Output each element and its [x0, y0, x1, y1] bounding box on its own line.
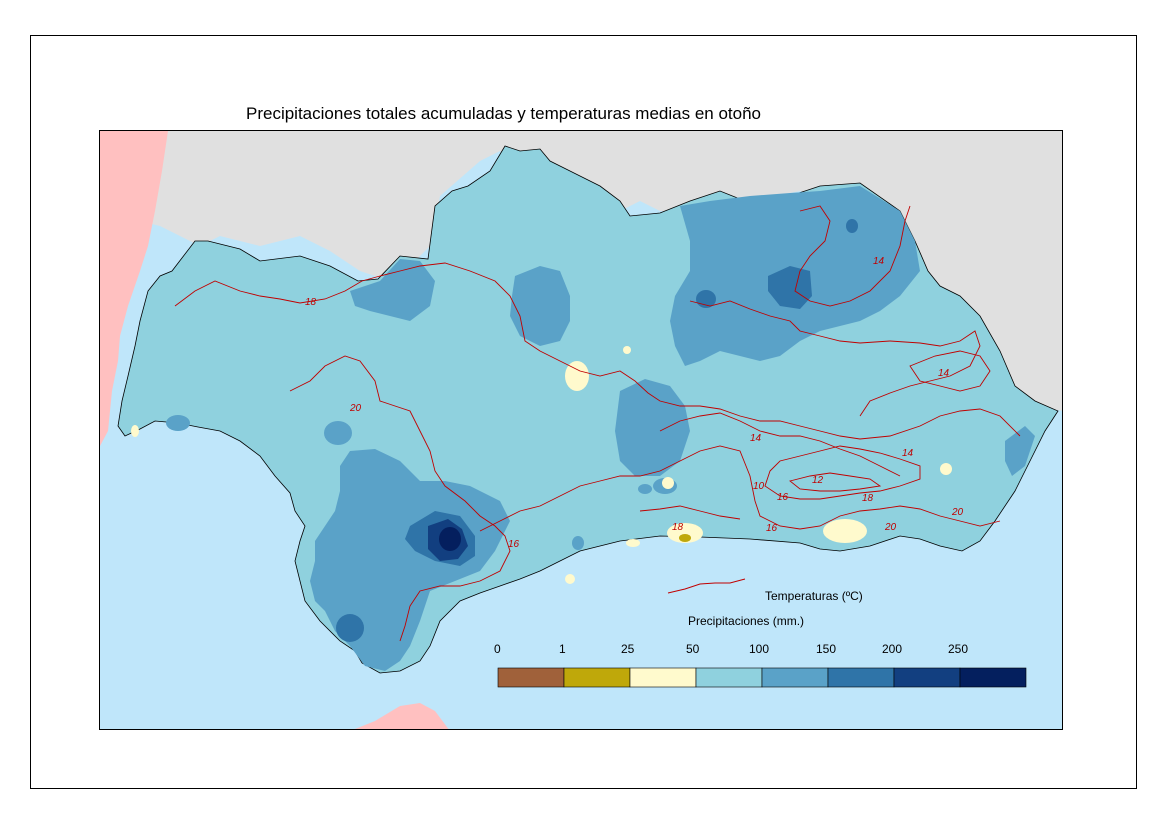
precip-zone-25-50: [565, 361, 589, 391]
legend-break-label: 50: [686, 642, 700, 656]
precip-zone-1-25: [679, 534, 691, 542]
precip-zones: [131, 186, 1035, 671]
legend-swatch: [827, 667, 895, 688]
isotherm-label: 18: [672, 522, 684, 533]
precip-legend-bar: [497, 667, 1027, 688]
precip-zone-100-150: [310, 449, 510, 671]
isotherm-line: [794, 205, 911, 307]
isotherm-line: [479, 445, 1001, 532]
legend-swatch: [695, 667, 763, 688]
figure-frame: [30, 35, 1137, 789]
isotherm-line: [909, 350, 991, 392]
legend-break-label: 250: [948, 642, 968, 656]
precip-zone-150-200: [846, 219, 858, 233]
precip-zone-25-50: [823, 519, 867, 543]
precip-zone-over-250: [439, 527, 461, 551]
legend-break-label: 0: [494, 642, 501, 656]
precip-zone-100-150: [166, 415, 190, 431]
map-svg: 18 20 14 14 14 14 10 12 16 18 16 18 20 2…: [100, 131, 1062, 729]
isotherm-label: 16: [766, 523, 778, 534]
legend-swatch: [761, 667, 829, 688]
precip-zone-25-50: [623, 346, 631, 354]
morocco-region: [355, 703, 449, 729]
precip-zone-100-150: [510, 266, 570, 346]
isotherms: [174, 205, 1021, 642]
isotherm-label: 20: [951, 507, 964, 518]
precip-zone-25-50: [662, 477, 674, 489]
legend-swatch: [497, 667, 565, 688]
isotherm-label: 16: [508, 539, 520, 550]
precip-legend-title: Precipitaciones (mm.): [688, 614, 804, 628]
precip-zone-100-150: [350, 259, 435, 321]
isotherm-label: 14: [873, 256, 885, 267]
legend-break-label: 100: [749, 642, 769, 656]
legend-break-label: 150: [816, 642, 836, 656]
temperature-legend-line: [667, 578, 746, 594]
isotherm-line: [639, 505, 741, 520]
legend-break-label: 1: [559, 642, 566, 656]
land-outside-region: [100, 131, 1062, 411]
legend-break-label: 25: [621, 642, 635, 656]
precip-zone-150-200: [768, 266, 812, 309]
legend-swatch: [563, 667, 631, 688]
isotherm-label: 12: [812, 475, 824, 486]
legend-swatch: [893, 667, 961, 688]
precip-zone-100-150: [572, 536, 584, 550]
precip-zone-100-150: [1005, 426, 1035, 476]
precip-zone-25-50: [667, 523, 703, 543]
isotherm-label: 20: [349, 403, 362, 414]
isotherm-labels: 18 20 14 14 14 14 10 12 16 18 16 18 20 2…: [305, 256, 964, 550]
legend-swatch: [629, 667, 697, 688]
isotherm-label: 14: [902, 448, 914, 459]
isotherm-label: 18: [862, 493, 874, 504]
isotherm-label: 14: [750, 433, 762, 444]
map-title: Precipitaciones totales acumuladas y tem…: [246, 104, 762, 123]
isotherm-line: [289, 355, 511, 642]
isotherm-line: [689, 300, 981, 417]
isotherm-label: 16: [777, 492, 789, 503]
precip-zone-150-200: [336, 614, 364, 642]
map-panel: 18 20 14 14 14 14 10 12 16 18 16 18 20 2…: [99, 130, 1063, 730]
precip-zone-25-50: [626, 539, 640, 547]
isotherm-label: 14: [938, 368, 950, 379]
precip-zone-100-150: [615, 379, 690, 476]
isotherm-line: [764, 445, 921, 500]
precip-zone-25-50: [940, 463, 952, 475]
portugal-region: [100, 131, 168, 446]
isotherm-line: [789, 472, 882, 492]
isotherm-label: 20: [884, 522, 897, 533]
precip-zone-100-150: [324, 421, 352, 445]
precip-zone-25-50: [565, 574, 575, 584]
isotherm-line: [659, 412, 901, 477]
precip-zone-100-150: [638, 484, 652, 494]
legend-break-label: 200: [882, 642, 902, 656]
precip-zone-25-50: [131, 425, 139, 437]
isotherm-label: 18: [305, 297, 317, 308]
legend-swatch: [959, 667, 1027, 688]
isotherm-line: [174, 262, 1021, 440]
temperature-legend-label: Temperaturas (ºC): [765, 589, 863, 603]
isotherm-label: 10: [753, 481, 765, 492]
precip-legend-breaks: 0 1 25 50 100 150 200 250: [494, 642, 968, 656]
